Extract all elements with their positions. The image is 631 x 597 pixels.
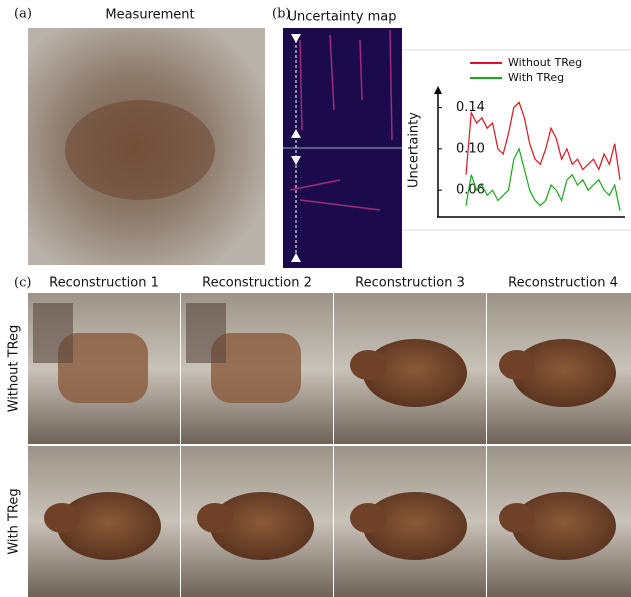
y-tick-label: 0.14 <box>456 100 485 115</box>
bear-head <box>350 350 386 380</box>
furniture <box>33 303 73 363</box>
y-axis-label: Uncertainty <box>407 112 422 188</box>
row-label: With TReg <box>7 488 22 554</box>
column-title: Reconstruction 4 <box>508 276 618 291</box>
column-title: Reconstruction 2 <box>202 276 312 291</box>
axis-arrow <box>434 86 442 94</box>
y-tick-label: 0.06 <box>456 183 485 198</box>
legend-label: With TReg <box>508 71 564 84</box>
panel-title: Measurement <box>105 8 194 23</box>
figure: (a) (b) (c) Measurement Uncertainty map … <box>0 0 631 597</box>
series-line <box>466 102 620 179</box>
panel-label: (a) <box>14 7 32 22</box>
column-title: Reconstruction 1 <box>49 276 159 291</box>
bear-head <box>350 503 386 533</box>
line-chart: 0.06 0.10 0.14 Without TReg With TReg <box>438 56 620 211</box>
bear-head <box>499 503 535 533</box>
bear-head <box>44 503 80 533</box>
column-title: Reconstruction 3 <box>355 276 465 291</box>
panel-label: (c) <box>14 276 31 291</box>
reconstruction-grid: Reconstruction 1 Reconstruction 2 Reconstr… <box>7 276 631 597</box>
bear-head <box>197 503 233 533</box>
panel-title: Uncertainty map <box>288 10 397 25</box>
bear-head <box>499 350 535 380</box>
furniture <box>186 303 226 363</box>
y-tick-label: 0.10 <box>456 141 485 156</box>
row-label: Without TReg <box>7 325 22 413</box>
legend-label: Without TReg <box>508 56 582 69</box>
blurred-bear <box>65 100 215 200</box>
